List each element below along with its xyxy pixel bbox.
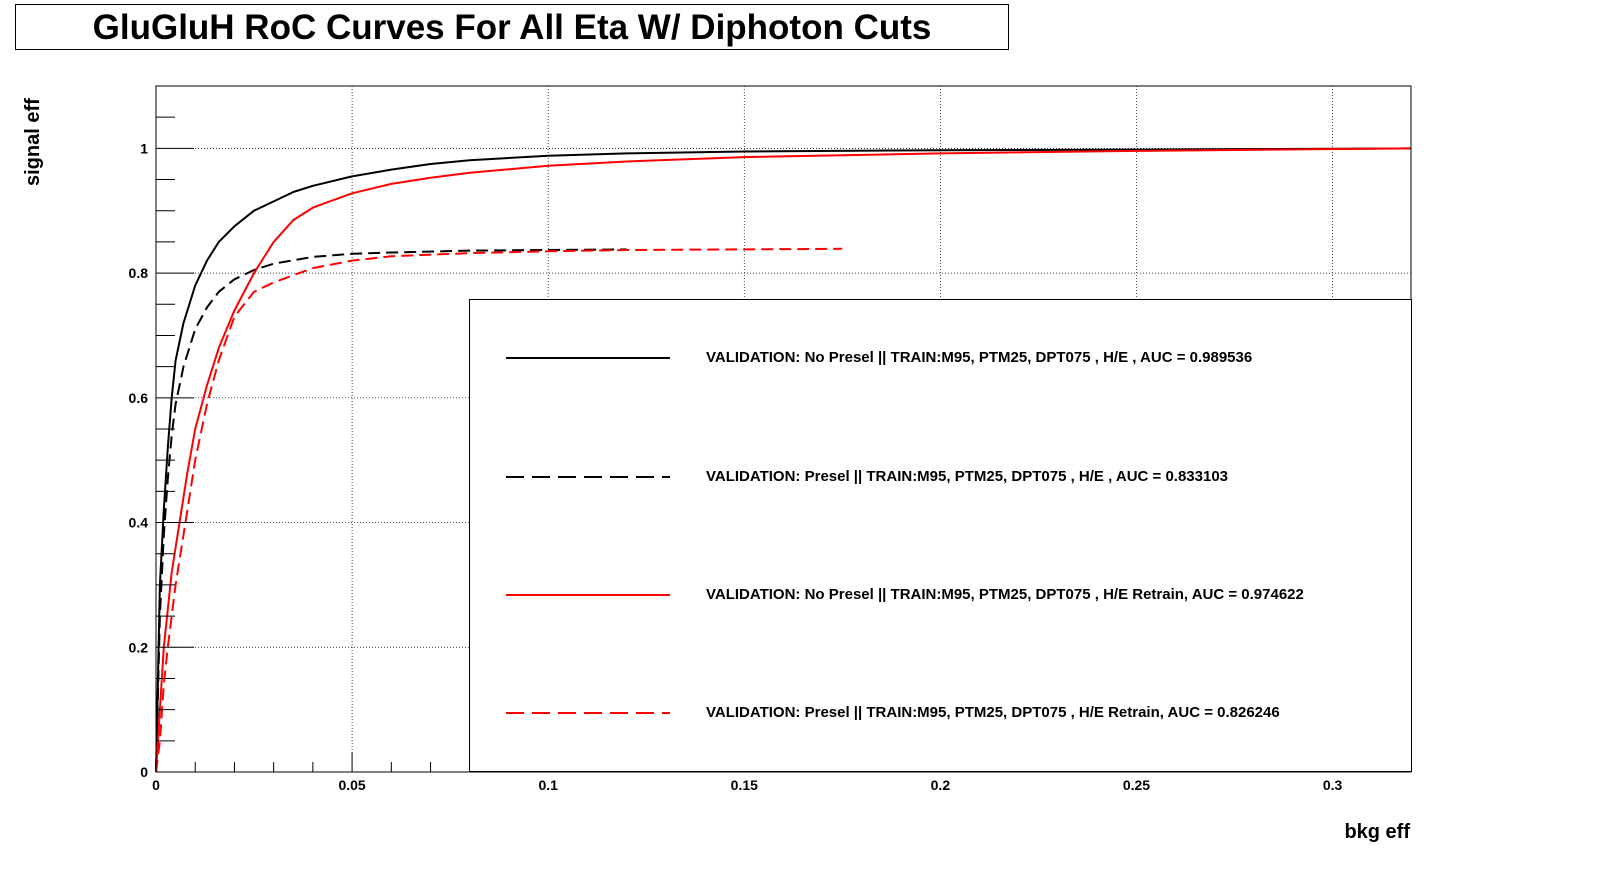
legend: VALIDATION: No Presel || TRAIN:M95, PTM2… [469, 299, 1412, 772]
y-tick-label: 0.8 [129, 265, 149, 281]
legend-label: VALIDATION: No Presel || TRAIN:M95, PTM2… [706, 586, 1304, 603]
legend-label: VALIDATION: Presel || TRAIN:M95, PTM25, … [706, 704, 1280, 721]
legend-entry: VALIDATION: Presel || TRAIN:M95, PTM25, … [470, 698, 1411, 728]
x-tick-label: 0.3 [1323, 777, 1343, 793]
series-line-3 [155, 247, 843, 773]
x-tick-label: 0.05 [338, 777, 365, 793]
legend-label: VALIDATION: Presel || TRAIN:M95, PTM25, … [706, 468, 1229, 485]
legend-swatch [506, 712, 670, 714]
x-tick-label: 0.2 [931, 777, 951, 793]
legend-entry: VALIDATION: No Presel || TRAIN:M95, PTM2… [470, 580, 1411, 610]
y-tick-label: 0.4 [129, 515, 149, 531]
legend-label: VALIDATION: No Presel || TRAIN:M95, PTM2… [706, 349, 1253, 366]
x-tick-label: 0.25 [1123, 777, 1150, 793]
legend-swatch [506, 594, 670, 596]
x-tick-label: 0 [152, 777, 160, 793]
series-line-2 [155, 147, 1412, 773]
legend-entry: VALIDATION: No Presel || TRAIN:M95, PTM2… [470, 343, 1411, 373]
x-tick-label: 0.15 [731, 777, 758, 793]
x-axis-label: bkg eff [1344, 821, 1410, 843]
legend-entry: VALIDATION: Presel || TRAIN:M95, PTM25, … [470, 462, 1411, 492]
chart-title: GluGluH RoC Curves For All Eta W/ Diphot… [92, 8, 932, 47]
series-line-1 [155, 248, 627, 773]
y-tick-label: 1 [140, 140, 148, 156]
y-axis-label: signal eff [22, 98, 44, 186]
y-tick-label: 0.2 [129, 639, 149, 655]
tick-labels: 0 0.05 0.1 0.15 0.2 0.25 0.3 0 0.2 0.4 0.6 0.8 1 [129, 140, 1343, 793]
legend-swatch [506, 357, 670, 359]
title-box: GluGluH RoC Curves For All Eta W/ Diphot… [15, 4, 1009, 50]
y-tick-label: 0 [140, 764, 148, 780]
x-tick-label: 0.1 [538, 777, 558, 793]
y-tick-label: 0.6 [129, 390, 149, 406]
legend-swatch [506, 476, 670, 478]
